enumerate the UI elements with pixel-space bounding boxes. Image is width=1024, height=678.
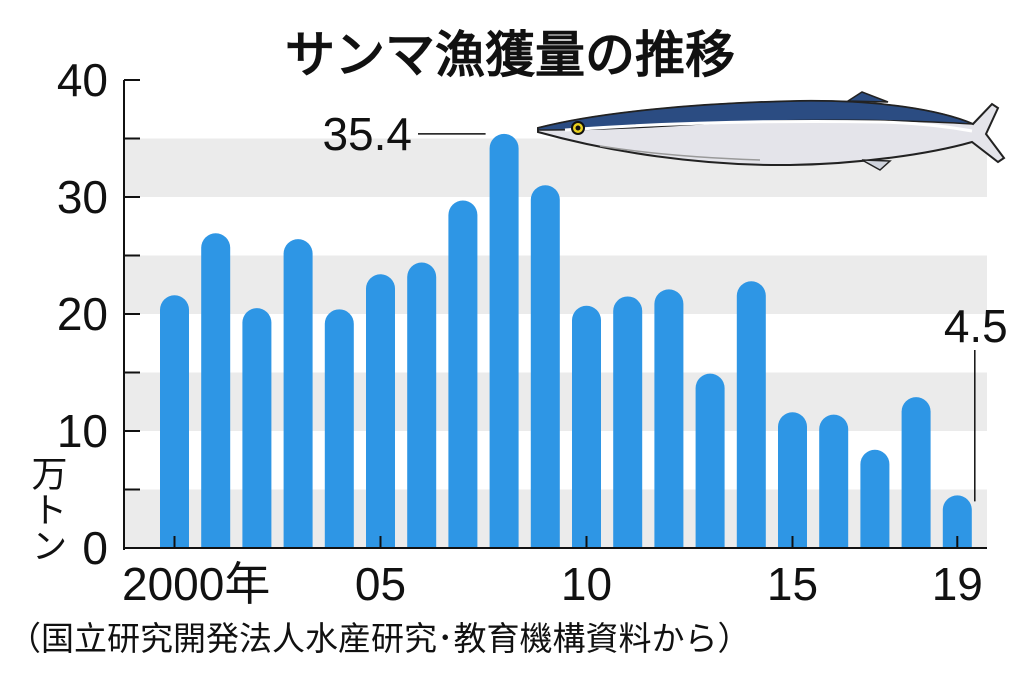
- bar-2013: [695, 373, 725, 548]
- bar-2010: [572, 305, 601, 548]
- bar-2015: [778, 412, 807, 548]
- bar-2006: [407, 262, 437, 548]
- bar-2008: [489, 133, 519, 548]
- bar-2002: [242, 308, 272, 548]
- bar-2011: [613, 296, 643, 548]
- bar-2016: [819, 414, 849, 548]
- y-tick-labels: 0 10 20 30 40: [57, 54, 108, 574]
- saury-fish-illustration: [537, 91, 1006, 171]
- y-tick-label: 30: [57, 171, 108, 223]
- x-tick-label: 15: [767, 558, 818, 610]
- bar-2014: [736, 281, 766, 548]
- bar-2005: [366, 274, 395, 548]
- bar-2019: [942, 495, 972, 548]
- bar-2007: [448, 200, 478, 548]
- bar-2018: [901, 397, 931, 548]
- annotation-label: 35.4: [322, 108, 412, 160]
- bar-2012: [654, 289, 684, 548]
- y-tick-label: 40: [57, 54, 108, 106]
- y-tick-label: 10: [57, 405, 108, 457]
- bar-2004: [324, 309, 354, 548]
- x-tick-label: 2000年: [122, 558, 270, 610]
- y-tick-label: 20: [57, 288, 108, 340]
- y-tick-label: 0: [82, 522, 108, 574]
- bar-2009: [530, 185, 560, 549]
- bar-2001: [201, 233, 231, 548]
- axes: [123, 79, 987, 550]
- annotation-label: 4.5: [944, 300, 1008, 352]
- y-axis-unit-text: 万トン: [26, 455, 67, 563]
- x-tick-label: 05: [355, 558, 406, 610]
- y-axis-unit-label: 万トン: [26, 455, 67, 563]
- source-note: （国立研究開発法人水産研究･教育機構資料から）: [8, 619, 751, 658]
- annotations: 35.4 4.5: [322, 108, 1008, 502]
- x-tick-label: 19: [932, 558, 983, 610]
- x-tick-labels: 2000年 05 10 15 19: [122, 558, 983, 610]
- bar-2003: [283, 239, 313, 548]
- bar-2000: [160, 295, 189, 548]
- chart-title: サンマ漁獲量の推移: [285, 26, 735, 84]
- bars: [160, 133, 972, 549]
- x-tick-label: 10: [561, 558, 612, 610]
- bar-2017: [860, 449, 890, 548]
